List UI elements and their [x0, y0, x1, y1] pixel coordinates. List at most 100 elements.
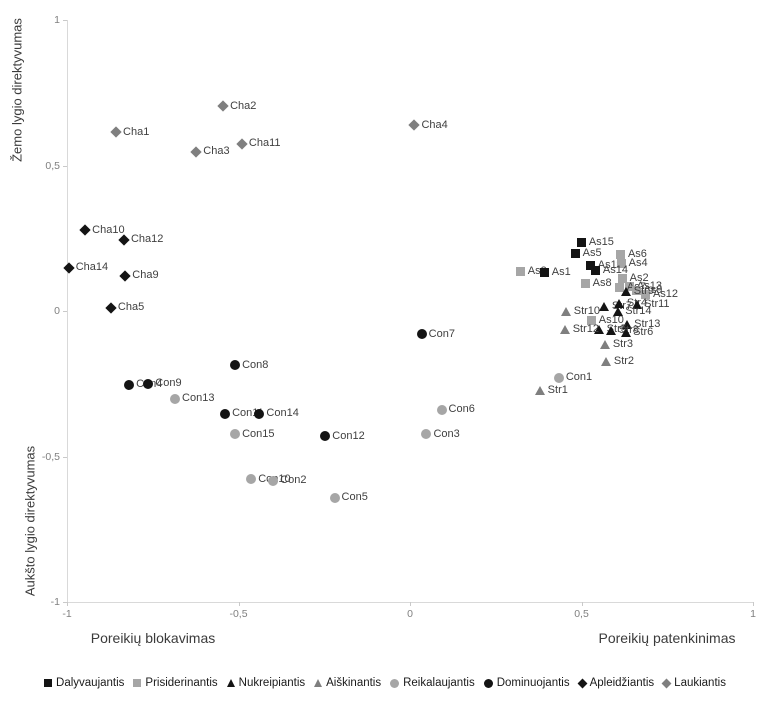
legend-marker-triangle-icon [226, 679, 235, 687]
point-marker-As10 [587, 315, 597, 325]
point-label-Con15: Con15 [242, 427, 275, 440]
y-tick-label-0: 0 [54, 305, 60, 317]
point-label-Str9: Str9 [633, 285, 654, 298]
x-tick-mark [410, 602, 411, 606]
legend-label: Dominuojantis [496, 677, 570, 689]
y-tick-mark [63, 20, 67, 21]
legend-marker-circle-icon [483, 678, 493, 688]
point-label-Con7: Con7 [428, 327, 455, 340]
point-marker-Str6 [620, 328, 631, 338]
point-marker-Cha11 [236, 138, 248, 150]
point-label-As10: As10 [598, 313, 624, 326]
y-tick-mark [63, 165, 67, 167]
x-tick-mark [238, 602, 240, 606]
point-label-Str6: Str6 [633, 326, 654, 339]
point-marker-Str8 [606, 326, 617, 336]
point-label-Str14: Str14 [625, 305, 652, 318]
point-label-Con2: Con2 [280, 474, 307, 487]
point-marker-Cha5 [105, 301, 117, 314]
point-label-As14: As14 [602, 264, 628, 277]
point-marker-Con1 [553, 372, 564, 383]
point-marker-As13 [625, 282, 635, 292]
point-label-Con9: Con9 [155, 377, 182, 390]
point-label-Cha5: Cha5 [117, 301, 145, 313]
legend-item-Dalyvaujantis: Dalyvaujantis [44, 677, 124, 689]
x-tick-label-0: 0 [407, 608, 413, 620]
point-marker-Str2 [601, 356, 612, 366]
point-label-Str10: Str10 [573, 305, 601, 318]
x-tick-label-1: 1 [750, 608, 756, 620]
point-marker-Con15 [230, 429, 241, 440]
point-marker-As2 [618, 274, 628, 284]
point-marker-Str4 [614, 298, 625, 308]
point-label-As2: As2 [629, 272, 649, 285]
chart-legend: Dalyvaujantis Prisiderinantis Nukreipianti… [0, 677, 770, 689]
point-label-Str12: Str12 [572, 322, 600, 335]
point-marker-Str11 [631, 300, 642, 310]
x-tick-label--1: -1 [62, 608, 72, 620]
legend-marker-diamond-icon [577, 678, 588, 688]
legend-label: Reikalaujantis [403, 677, 475, 689]
point-label-Str13: Str13 [634, 317, 661, 330]
point-marker-Cha3 [190, 146, 202, 158]
legend-label: Nukreipiantis [238, 677, 306, 689]
legend-item-Dominuojantis: Dominuojantis [483, 677, 570, 689]
x-axis-label-left: Poreikių blokavimas [90, 630, 216, 646]
point-label-As15: As15 [588, 235, 614, 248]
legend-label: Laukiantis [674, 677, 726, 689]
x-axis-label-right: Poreikių patenkinimas [598, 630, 736, 646]
y-axis-label-top: Žemo lygio direktyvumas [9, 18, 25, 162]
legend-item-Reikalaujantis: Reikalaujantis [390, 677, 475, 689]
point-marker-Con2 [268, 475, 279, 486]
point-label-Con14: Con14 [266, 407, 299, 420]
y-tick-mark [63, 311, 67, 312]
point-label-As13: As13 [636, 280, 662, 293]
y-tick-mark [63, 456, 67, 458]
point-marker-As8 [581, 279, 591, 289]
point-label-Con5: Con5 [341, 491, 368, 504]
point-marker-Con8 [230, 360, 241, 371]
point-label-Cha4: Cha4 [421, 118, 448, 131]
y-tick-label--0,5: -0,5 [41, 450, 60, 463]
point-label-Cha2: Cha2 [230, 99, 257, 112]
point-marker-Cha4 [408, 119, 421, 131]
x-tick-mark [581, 602, 583, 606]
point-label-Con13: Con13 [182, 392, 215, 405]
point-marker-As7 [615, 283, 625, 293]
point-label-As4: As4 [628, 257, 648, 270]
point-marker-Con13 [170, 393, 181, 404]
point-marker-Con3 [421, 429, 432, 440]
point-marker-Cha1 [110, 126, 122, 138]
point-marker-Con5 [329, 492, 340, 503]
point-label-As11: As11 [597, 258, 623, 271]
x-tick-label--0,5: -0,5 [229, 608, 248, 620]
legend-item-Prisiderinantis: Prisiderinantis [133, 677, 218, 689]
point-marker-Str12 [560, 324, 571, 334]
legend-item-Nukreipiantis: Nukreipiantis [226, 677, 306, 689]
point-marker-Str10 [561, 307, 572, 317]
point-label-As5: As5 [582, 246, 602, 259]
point-marker-Str9 [621, 287, 632, 297]
legend-marker-diamond-icon [661, 678, 672, 688]
point-marker-Str13 [621, 319, 632, 329]
point-label-Str2: Str2 [613, 354, 635, 367]
point-label-Cha10: Cha10 [92, 223, 125, 236]
x-tick-label-0,5: 0,5 [574, 608, 589, 620]
point-label-Cha14: Cha14 [75, 261, 109, 274]
point-label-Cha3: Cha3 [203, 145, 230, 158]
point-label-As6: As6 [627, 248, 647, 261]
legend-item-Laukiantis: Laukiantis [661, 677, 726, 689]
point-marker-Str7 [599, 301, 610, 311]
point-marker-Str3 [600, 339, 611, 349]
point-label-As1: As1 [551, 266, 571, 279]
y-axis-line [67, 20, 68, 603]
legend-item-Aiškinantis: Aiškinantis [314, 677, 381, 689]
legend-label: Apleidžiantis [589, 677, 655, 689]
point-label-Con8: Con8 [242, 358, 269, 371]
point-label-Cha11: Cha11 [248, 137, 281, 150]
point-marker-Str5 [594, 325, 605, 335]
point-marker-Con9 [143, 378, 154, 389]
point-marker-Con11 [220, 408, 231, 419]
point-marker-As12 [641, 289, 651, 299]
